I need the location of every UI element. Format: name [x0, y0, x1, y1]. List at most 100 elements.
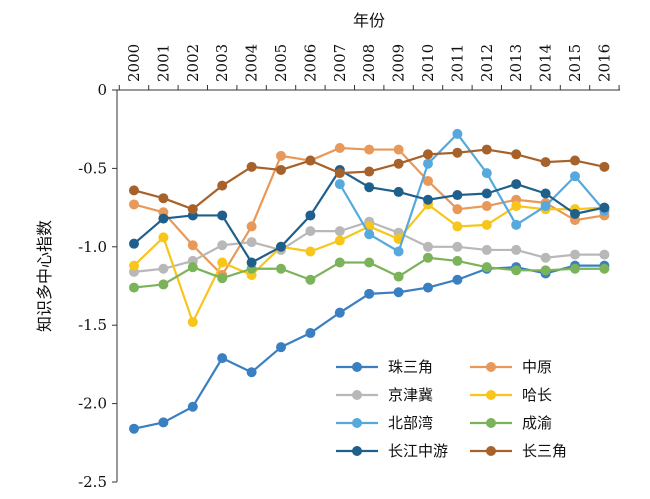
y-tick-label: 0 — [97, 81, 107, 99]
legend-swatch-marker — [486, 418, 496, 428]
data-point — [276, 241, 286, 252]
data-point — [570, 171, 580, 182]
data-point — [246, 257, 257, 268]
data-point — [540, 201, 551, 212]
data-point — [129, 423, 139, 434]
data-point — [423, 282, 433, 293]
data-point — [217, 353, 228, 364]
data-point — [511, 149, 522, 160]
data-point — [481, 262, 492, 273]
data-point — [129, 282, 139, 293]
data-point — [217, 180, 228, 191]
legend-item: 京津冀 — [336, 386, 433, 404]
data-point — [158, 193, 169, 204]
data-point — [364, 144, 375, 155]
data-point — [423, 194, 433, 205]
data-point — [511, 201, 522, 212]
x-tick-label: 2010 — [419, 44, 437, 82]
data-point — [246, 367, 257, 378]
data-point — [334, 168, 345, 179]
data-point — [187, 204, 198, 215]
legend-label: 珠三角 — [388, 358, 433, 376]
series-珠三角 — [129, 260, 610, 434]
legend-swatch-marker — [486, 390, 496, 400]
data-point — [334, 235, 345, 246]
x-tick-label: 2008 — [360, 44, 378, 82]
data-point — [187, 262, 198, 273]
x-tick-label: 2004 — [243, 44, 261, 82]
data-point — [276, 342, 286, 353]
data-point — [305, 226, 316, 237]
legend-label: 京津冀 — [388, 386, 433, 404]
data-point — [393, 287, 404, 298]
data-point — [305, 328, 316, 339]
data-point — [158, 279, 169, 290]
y-axis-title: 知识多中心指数 — [35, 220, 54, 332]
series-line — [133, 148, 605, 211]
data-point — [364, 288, 375, 299]
legend-item: 长江中游 — [336, 442, 448, 460]
data-point — [481, 244, 492, 255]
data-point — [511, 219, 522, 230]
legend-item: 成渝 — [470, 414, 552, 432]
x-tick-label: 2000 — [125, 44, 143, 82]
y-tick-label: -2.5 — [78, 473, 107, 491]
data-point — [217, 210, 228, 221]
legend-item: 哈长 — [470, 386, 552, 404]
legend-swatch-marker — [352, 390, 362, 400]
data-point — [246, 237, 257, 248]
data-point — [452, 128, 463, 139]
x-tick-label: 2013 — [507, 44, 525, 82]
data-point — [393, 158, 404, 169]
data-point — [334, 257, 345, 268]
data-point — [276, 150, 286, 161]
data-point — [570, 155, 580, 166]
series-长三角 — [129, 144, 610, 215]
data-point — [129, 238, 139, 249]
data-point — [393, 271, 404, 282]
data-point — [570, 208, 580, 219]
y-tick-label: -1.0 — [78, 238, 107, 256]
legend-item: 珠三角 — [336, 358, 433, 376]
data-point — [187, 317, 198, 328]
data-point — [452, 190, 463, 201]
data-point — [599, 249, 610, 260]
data-point — [305, 155, 316, 166]
y-tick-label: -1.5 — [78, 316, 107, 334]
x-tick-label: 2005 — [272, 44, 290, 82]
data-point — [158, 417, 169, 428]
x-tick-label: 2015 — [566, 44, 584, 82]
data-point — [452, 147, 463, 158]
data-point — [217, 273, 228, 284]
data-point — [481, 188, 492, 199]
x-tick-label: 2001 — [154, 44, 172, 82]
data-point — [452, 204, 463, 215]
x-axis-title: 年份 — [353, 11, 385, 30]
data-point — [305, 246, 316, 257]
data-point — [452, 255, 463, 266]
x-tick-label: 2002 — [184, 44, 202, 82]
legend-label: 中原 — [522, 358, 552, 376]
data-point — [540, 188, 551, 199]
data-point — [423, 241, 433, 252]
legend-item: 北部湾 — [336, 414, 433, 432]
data-point — [129, 260, 139, 271]
legend-swatch-marker — [352, 362, 362, 372]
legend-item: 长三角 — [470, 442, 567, 460]
data-point — [364, 166, 375, 177]
data-point — [481, 168, 492, 179]
data-point — [540, 157, 551, 168]
x-tick-label: 2006 — [301, 44, 319, 82]
data-point — [305, 210, 316, 221]
data-point — [452, 221, 463, 232]
x-tick-label: 2007 — [331, 44, 349, 82]
data-point — [129, 185, 139, 196]
data-point — [246, 221, 257, 232]
x-tick-label: 2016 — [595, 44, 613, 82]
data-point — [540, 265, 551, 276]
data-point — [334, 143, 345, 154]
data-point — [511, 179, 522, 190]
data-point — [187, 401, 198, 412]
